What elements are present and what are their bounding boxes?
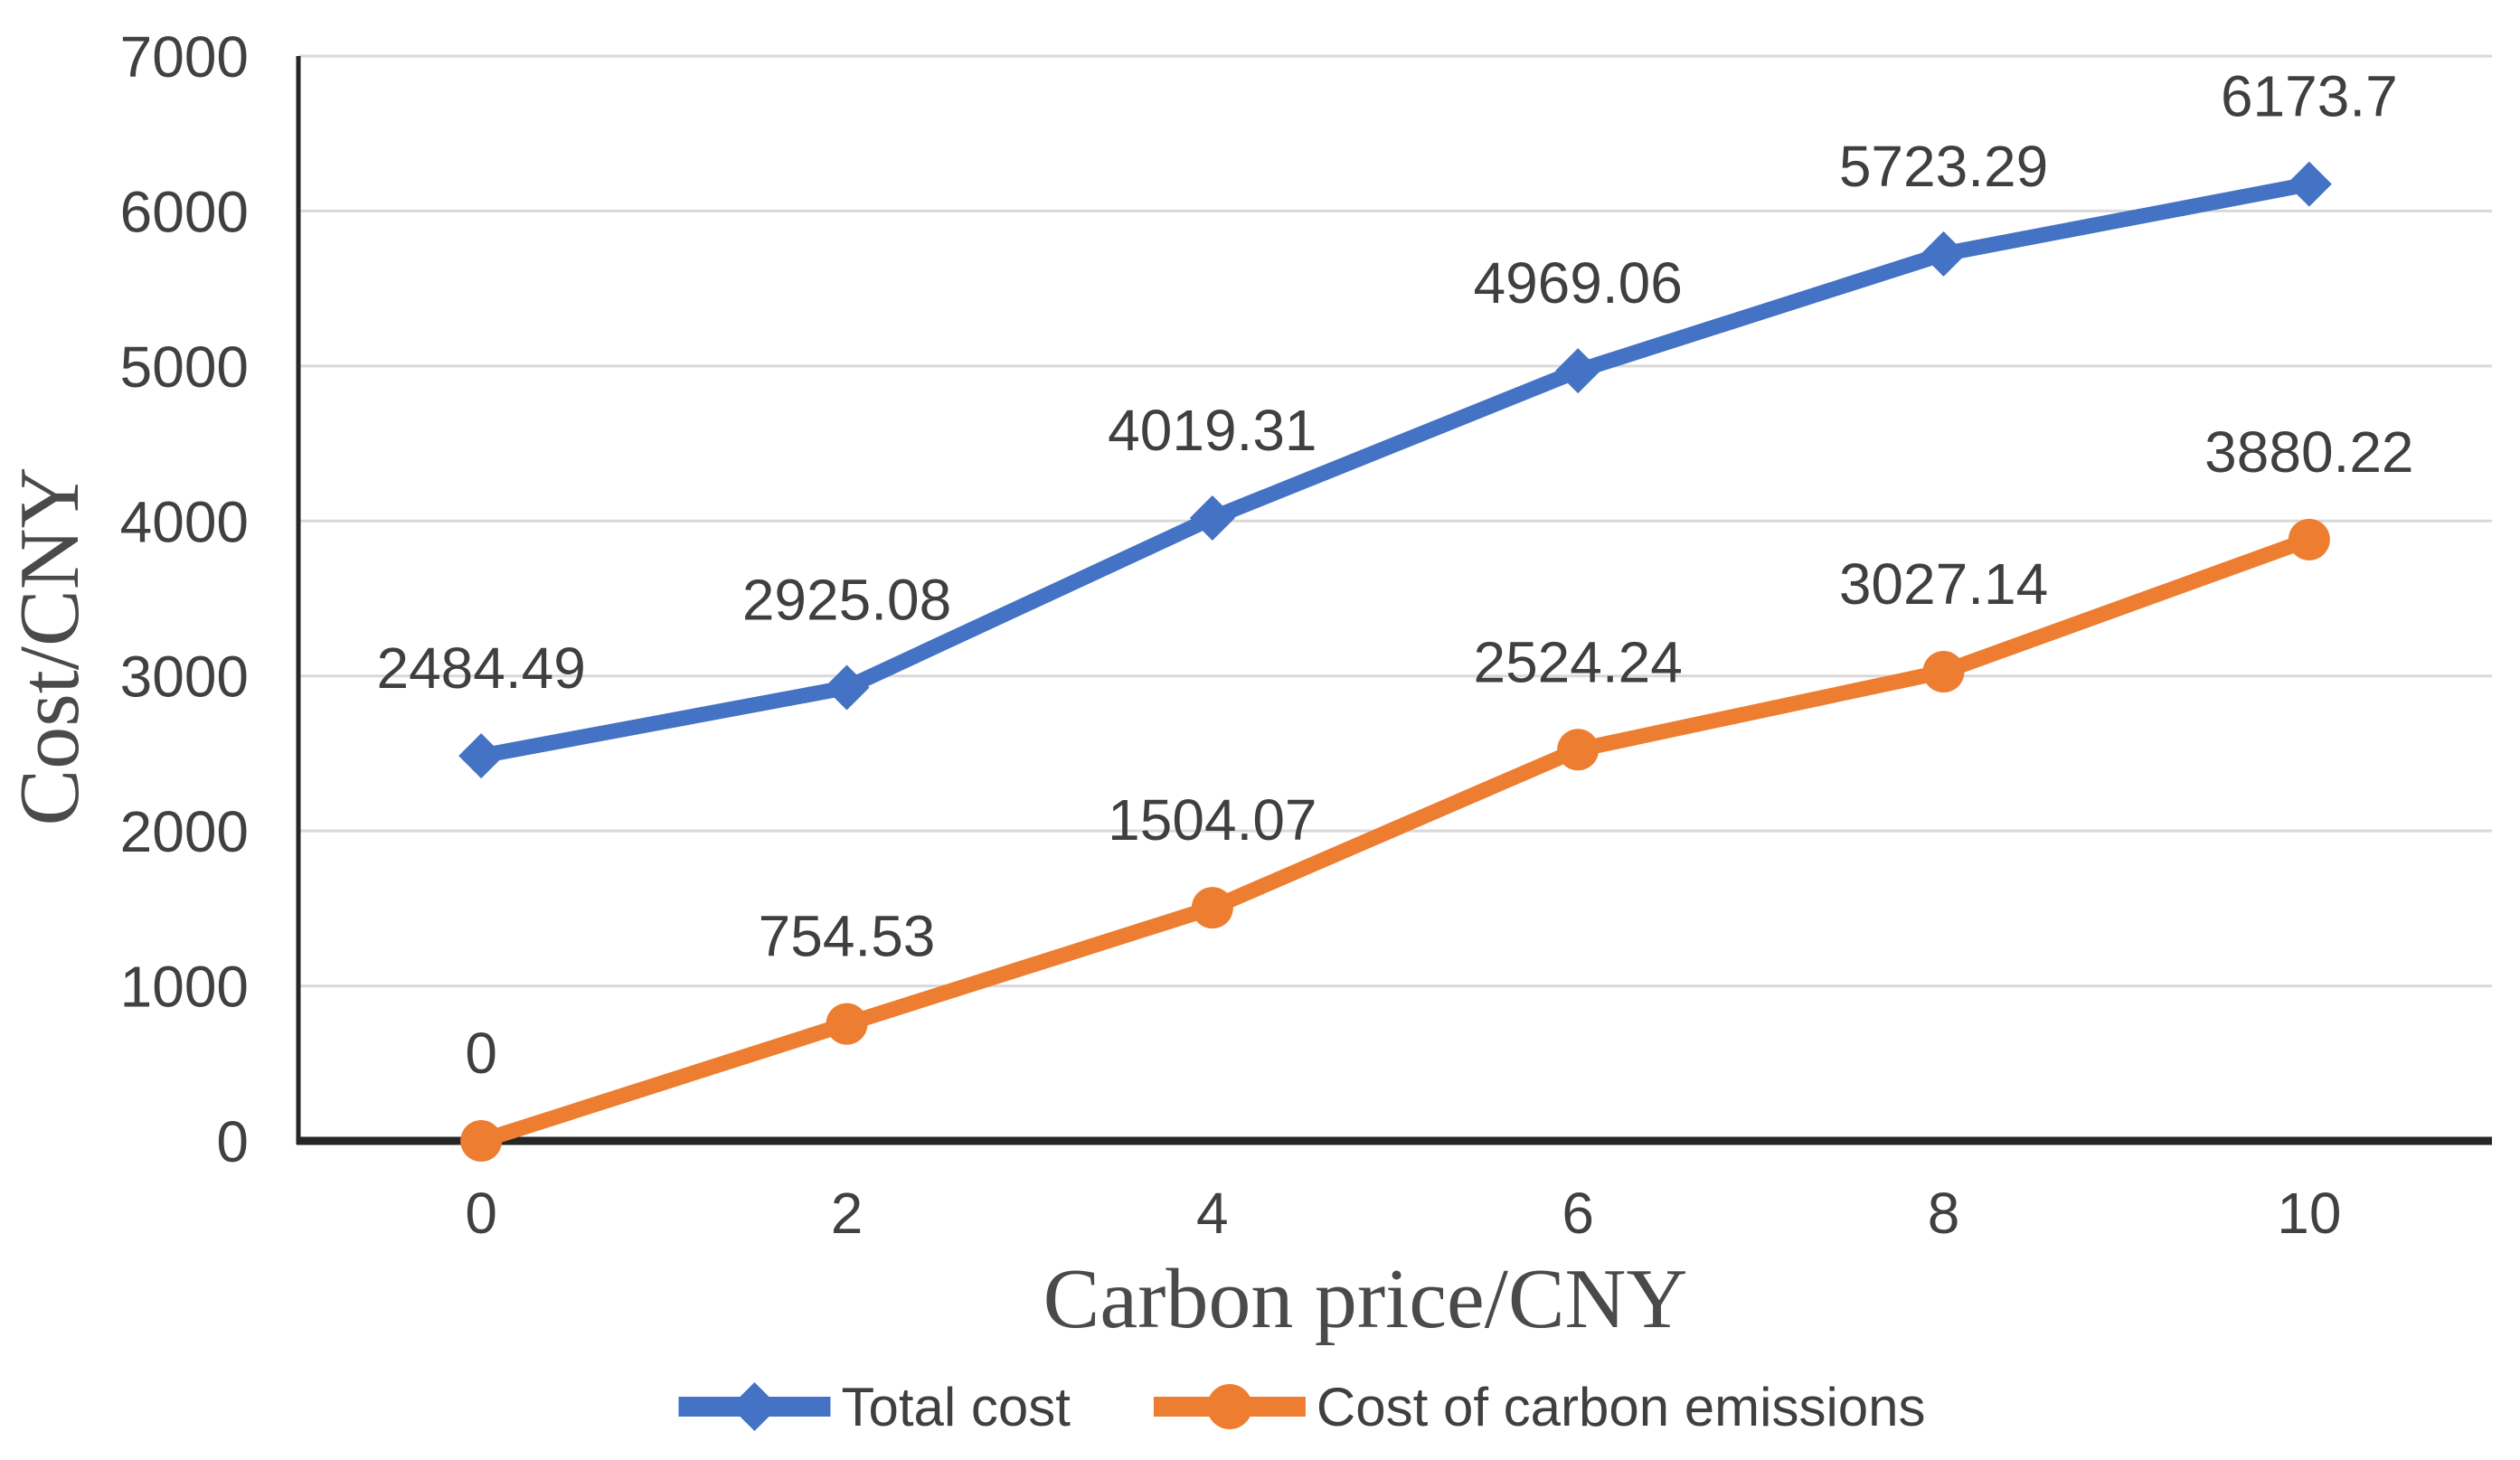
y-tick-label: 4000 [120,489,249,554]
legend-item-label: Total cost [841,1377,1071,1437]
diamond-marker [1921,231,1967,277]
y-tick-label: 7000 [120,24,249,89]
y-tick-label: 2000 [120,799,249,864]
data-label: 6173.7 [2221,64,2398,129]
x-tick-label: 4 [1196,1181,1229,1246]
legend-item: Cost of carbon emissions [1153,1377,1926,1437]
circle-marker [1557,729,1600,771]
data-label: 4969.06 [1473,250,1682,316]
y-tick-label: 3000 [120,645,249,710]
data-label: 1504.07 [1108,787,1317,852]
legend: Total cost Cost of carbon emissions [678,1377,1926,1437]
data-label: 5723.29 [1839,134,2048,199]
diamond-marker [730,1382,779,1431]
data-label: 754.53 [759,904,936,969]
data-label: 2925.08 [742,568,951,633]
diamond-marker [1189,495,1235,541]
diamond-marker [1555,348,1601,394]
x-axis-tick-labels: 0 2 4 6 8 10 [465,1181,2341,1246]
diamond-marker [458,733,505,779]
y-tick-label: 5000 [120,334,249,400]
y-tick-label: 0 [216,1109,249,1174]
y-tick-label: 1000 [120,955,249,1020]
legend-item-label: Cost of carbon emissions [1317,1377,1926,1437]
x-tick-label: 0 [465,1181,497,1246]
y-axis-tick-labels: 0 1000 2000 3000 4000 5000 6000 7000 [120,24,249,1174]
circle-marker [1922,651,1965,693]
y-axis-title: Cost/CNY [3,467,97,826]
x-axis-title: Carbon price/CNY [1043,1252,1688,1346]
circle-marker [1191,887,1233,929]
legend-item: Total cost [678,1377,1071,1437]
series-line-circle [473,532,2317,1149]
series-line-diamond [473,176,2317,764]
x-tick-label: 2 [831,1181,864,1246]
circle-marker [1206,1384,1252,1429]
circle-marker [826,1003,868,1045]
y-tick-label: 6000 [120,179,249,244]
x-tick-label: 10 [2277,1181,2341,1246]
diamond-marker [824,664,870,711]
diamond-marker [2286,161,2332,207]
data-label: 3027.14 [1839,551,2048,617]
data-label: 3880.22 [2204,419,2413,485]
data-label: 2484.49 [376,636,585,701]
gridlines [298,54,2492,988]
circle-marker [460,1120,503,1162]
axes [296,56,2492,1145]
data-label: 0 [465,1021,497,1086]
data-series [458,161,2332,1162]
x-tick-label: 8 [1928,1181,1960,1246]
data-label: 2524.24 [1473,629,1682,694]
x-tick-label: 6 [1562,1181,1594,1246]
circle-marker [2288,518,2330,560]
data-label: 4019.31 [1108,398,1317,463]
data-labels: 2484.49 2925.08 4019.31 4969.06 5723.29 6173.… [376,64,2413,1086]
